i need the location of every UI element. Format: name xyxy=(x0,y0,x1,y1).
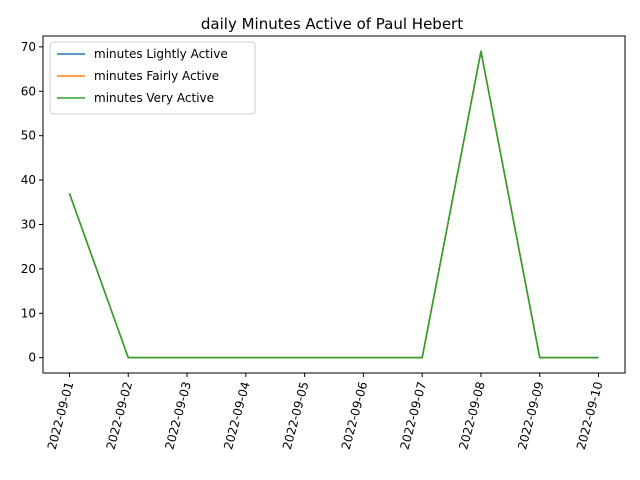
x-tick-label: 2022-09-02 xyxy=(104,380,136,451)
y-tick-label: 50 xyxy=(21,129,36,143)
y-tick-label: 60 xyxy=(21,84,36,98)
x-tick-label: 2022-09-05 xyxy=(280,380,312,451)
legend-box xyxy=(49,41,256,115)
y-tick-label: 70 xyxy=(21,40,36,54)
x-tick-label: 2022-09-01 xyxy=(45,380,77,451)
plot-frame xyxy=(42,35,626,374)
x-axis: 2022-09-01 2022-09-02 2022-09-03 2022-09-04… xyxy=(45,373,606,451)
x-tick-label: 2022-09-03 xyxy=(162,380,194,451)
legend-label-0: minutes Lightly Active xyxy=(94,47,228,61)
x-tick-label: 2022-09-10 xyxy=(574,380,606,451)
y-axis: 0 10 20 30 40 50 60 70 xyxy=(21,40,43,365)
y-tick-label: 30 xyxy=(21,217,36,231)
series-layer xyxy=(68,50,599,359)
series-line-2 xyxy=(68,50,599,359)
x-tick-label: 2022-09-04 xyxy=(221,380,253,451)
y-tick-label: 0 xyxy=(28,351,36,365)
y-tick-label: 10 xyxy=(21,306,36,320)
x-tick-label: 2022-09-09 xyxy=(515,380,547,451)
x-tick-label: 2022-09-06 xyxy=(339,380,371,451)
legend: minutes Lightly Active minutes Fairly Act… xyxy=(49,41,256,115)
y-tick-label: 20 xyxy=(21,262,36,276)
x-tick-label: 2022-09-08 xyxy=(456,380,488,451)
y-tick-label: 40 xyxy=(21,173,36,187)
chart-title: daily Minutes Active of Paul Hebert xyxy=(201,15,463,33)
x-tick-label: 2022-09-07 xyxy=(398,380,430,451)
legend-label-1: minutes Fairly Active xyxy=(94,69,219,83)
legend-label-2: minutes Very Active xyxy=(94,91,214,105)
